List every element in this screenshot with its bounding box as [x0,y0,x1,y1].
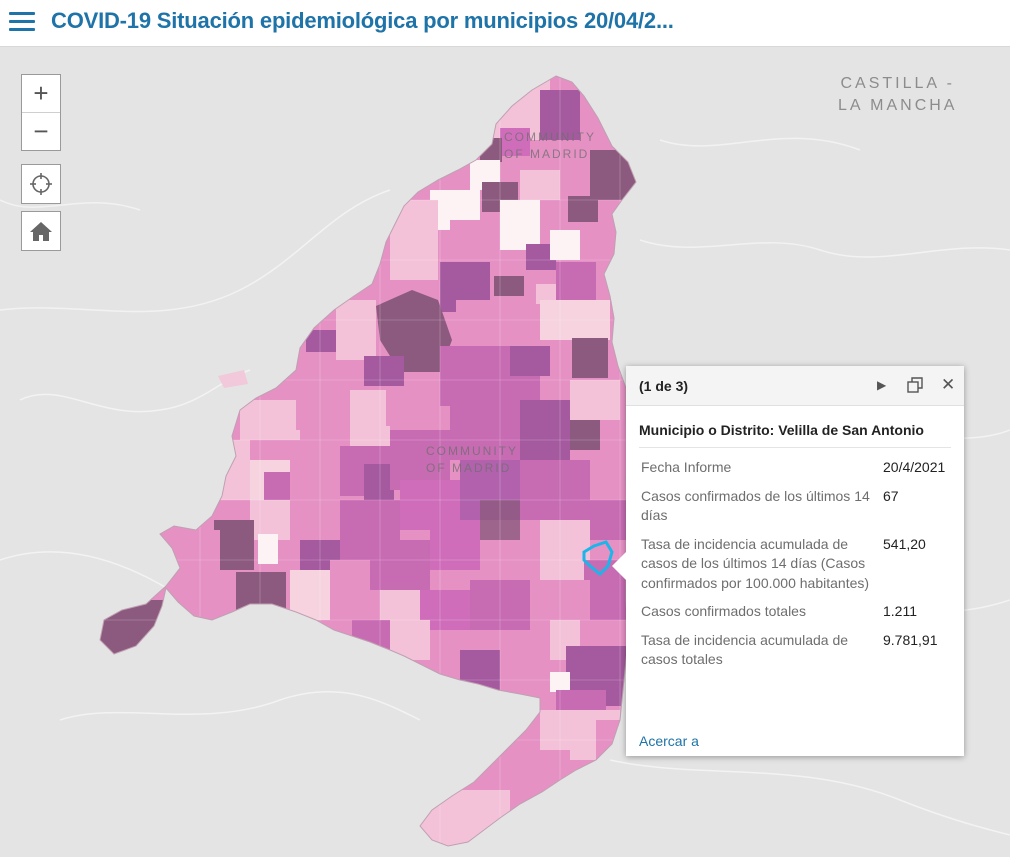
app-title: COVID-19 Situación epidemiológica por mu… [51,8,674,33]
app-header: COVID-19 Situación epidemiológica por mu… [0,0,1010,47]
community-label-north-line1: COMMUNITY [504,130,596,144]
zoom-in-button[interactable]: + [22,75,60,112]
attribute-table: Fecha Informe 20/4/2021 Casos confirmado… [641,458,956,679]
zoom-controls: + − [21,74,61,151]
locate-button[interactable] [21,164,61,204]
attribute-value: 1.211 [883,603,917,619]
attribute-name: Tasa de incidencia acumulada de casos to… [641,631,849,668]
popup-pointer [612,552,626,580]
popup-pager: (1 de 3) [639,378,689,394]
community-label-north: COMMUNITY OF MADRID [504,129,596,163]
feature-popup: (1 de 3) ▶ ✕ Municipio o Distrito: Velil… [626,366,964,756]
attribute-name: Fecha Informe [641,459,732,475]
popup-title: Municipio o Distrito: Velilla de San Ant… [639,422,924,438]
region-label-line2: LA MANCHA [838,97,958,114]
community-label-center-line2: OF MADRID [426,461,512,475]
attribute-name: Casos confirmados de los últimos 14 días [641,487,870,524]
attribute-value: 67 [883,487,899,504]
attribute-value: 541,20 [883,535,926,552]
popup-header: (1 de 3) ▶ ✕ [626,366,964,406]
community-label-north-line2: OF MADRID [504,147,590,161]
community-label-center: COMMUNITY OF MADRID [426,443,518,477]
popup-divider [639,447,951,448]
home-icon [30,222,52,241]
crosshair-icon [30,173,52,195]
selected-municipality-outline [582,540,614,577]
region-label-castilla-la-mancha: CASTILLA - LA MANCHA [838,73,957,117]
zoom-to-link[interactable]: Acercar a [639,733,699,749]
close-icon[interactable]: ✕ [941,375,956,394]
region-label-line1: CASTILLA - [840,75,955,92]
attribute-row: Fecha Informe 20/4/2021 [641,458,956,487]
attribute-row: Casos confirmados totales 1.211 [641,602,956,631]
attribute-name: Casos confirmados totales [641,603,806,619]
community-label-center-line1: COMMUNITY [426,444,518,458]
home-button[interactable] [21,211,61,251]
attribute-name: Tasa de incidencia acumulada de casos de… [641,535,870,591]
attribute-row: Tasa de incidencia acumulada de casos to… [641,631,956,679]
dock-window-icon[interactable] [907,377,923,393]
attribute-row: Tasa de incidencia acumulada de casos de… [641,535,956,603]
attribute-value: 9.781,91 [883,631,938,648]
attribute-value: 20/4/2021 [883,459,946,475]
play-next-icon[interactable]: ▶ [877,378,887,392]
attribute-row: Casos confirmados de los últimos 14 días… [641,487,956,535]
zoom-out-button[interactable]: − [22,112,60,150]
hamburger-menu-icon[interactable] [9,12,35,34]
